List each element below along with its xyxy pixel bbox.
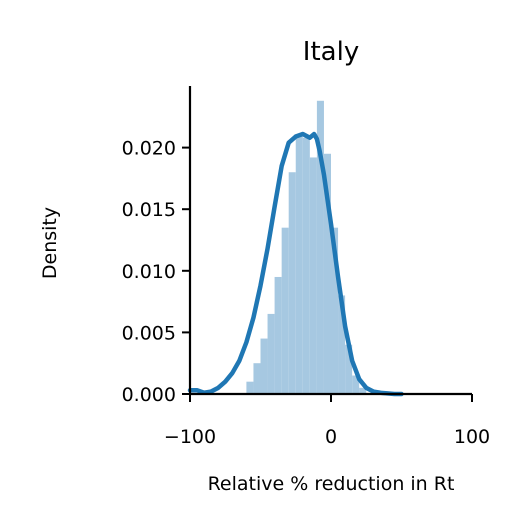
histogram-bar: [295, 134, 303, 394]
kde-curve: [187, 131, 404, 397]
x-tick-label: −100: [164, 426, 216, 448]
histogram-bar: [281, 227, 289, 394]
histogram-bar: [260, 338, 268, 394]
histogram-bar: [246, 381, 254, 394]
y-axis-label: Density: [39, 207, 61, 279]
histogram-bar: [253, 363, 261, 394]
y-tick-label: 0.010: [122, 261, 176, 283]
y-tick-label: 0.005: [122, 322, 176, 344]
histogram-bar: [267, 313, 275, 394]
x-axis-ticks: −100 0 100: [164, 394, 490, 448]
y-tick-label: 0.000: [122, 384, 176, 406]
histogram-bar: [316, 100, 324, 394]
histogram-bar: [331, 227, 339, 394]
histogram-bar: [309, 157, 317, 394]
histogram-bar: [288, 172, 296, 394]
histogram-bar: [359, 387, 367, 394]
x-tick-label: 0: [325, 426, 337, 448]
y-tick-label: 0.020: [122, 138, 176, 160]
histogram-bar: [274, 276, 282, 394]
x-tick-label: 100: [454, 426, 490, 448]
histogram-bars: [246, 100, 367, 394]
histogram-bar: [302, 137, 310, 394]
histogram-bar: [338, 295, 346, 394]
histogram-bar: [323, 153, 331, 394]
y-axis-ticks: 0.000 0.005 0.010 0.015 0.020: [122, 138, 190, 406]
x-axis-label: Relative % reduction in Rt: [208, 473, 455, 495]
chart-title: Italy: [303, 37, 359, 67]
y-tick-label: 0.015: [122, 199, 176, 221]
histogram-bar: [352, 375, 360, 394]
histogram-bar: [345, 344, 353, 394]
